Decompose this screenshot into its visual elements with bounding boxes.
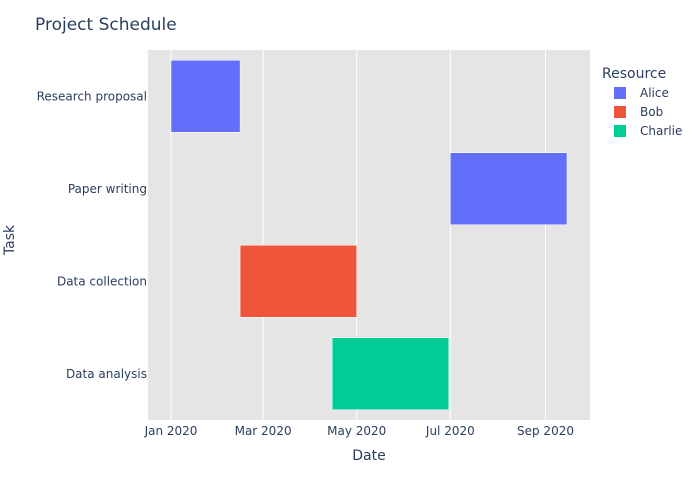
chart-title: Project Schedule (35, 15, 177, 35)
y-tick-labels: Research proposal Paper writing Data colle… (37, 89, 147, 381)
task-bar (331, 337, 450, 410)
legend-swatch (614, 106, 626, 118)
x-tick-labels: Jan 2020 Mar 2020 May 2020 Jul 2020 Sep 2020 (144, 424, 574, 438)
x-tick-label: Jul 2020 (425, 424, 475, 438)
legend-swatch (614, 125, 626, 137)
task-bars (170, 60, 568, 410)
task-bar (170, 60, 241, 133)
legend: Resource Alice Bob Charlie (602, 66, 682, 138)
task-bar (239, 245, 357, 318)
y-axis-label: Task (2, 224, 18, 256)
x-axis-label: Date (352, 448, 385, 464)
legend-swatch (614, 87, 626, 99)
x-tick-label: Jan 2020 (144, 424, 198, 438)
x-tick-label: Sep 2020 (517, 424, 574, 438)
legend-item-label: Alice (640, 86, 669, 100)
legend-item-label: Charlie (640, 124, 682, 138)
x-tick-label: May 2020 (327, 424, 386, 438)
y-tick-label: Data analysis (66, 367, 147, 381)
legend-title: Resource (602, 66, 666, 82)
task-bar (450, 152, 568, 225)
y-tick-label: Paper writing (68, 182, 147, 196)
y-tick-label: Research proposal (37, 89, 147, 103)
x-tick-label: Mar 2020 (235, 424, 292, 438)
y-tick-label: Data collection (57, 274, 147, 288)
legend-item-label: Bob (640, 105, 663, 119)
